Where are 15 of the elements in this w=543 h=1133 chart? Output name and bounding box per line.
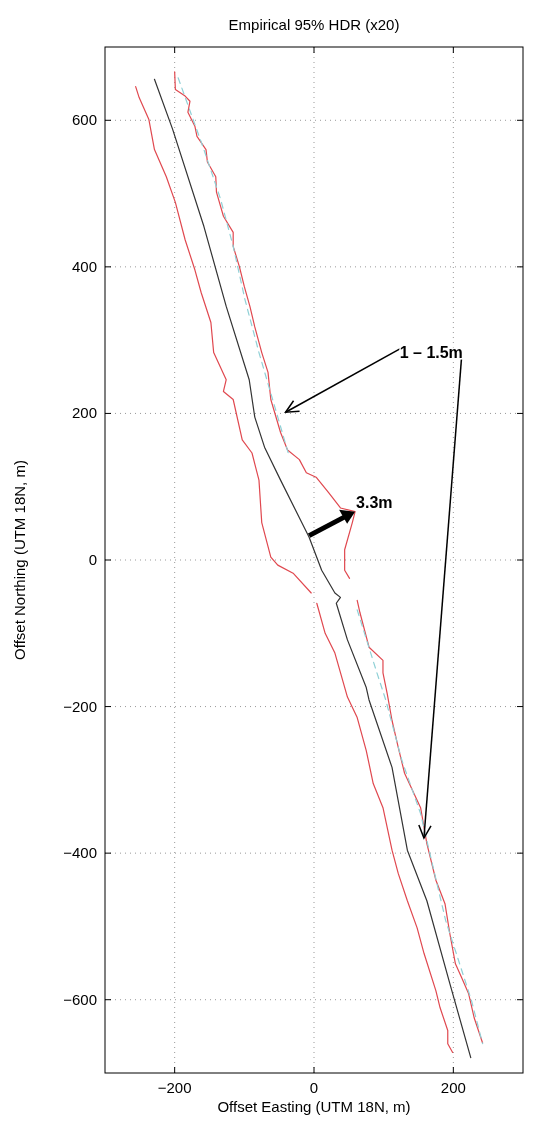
x-tick-label: 0	[309, 1079, 319, 1096]
x-tick-label: 200	[440, 1079, 466, 1096]
y-tick-label: 200	[71, 404, 97, 422]
y-tick-label: 0	[88, 551, 97, 568]
chart-title: Empirical 95% HDR (x20)	[228, 16, 400, 33]
x-axis-title: Offset Easting (UTM 18N, m)	[217, 1098, 411, 1115]
annotation: 3.3m	[356, 493, 393, 511]
y-tick-label: 400	[71, 257, 97, 275]
annotation: 1 – 1.5m	[399, 343, 463, 361]
y-tick-label: −200	[63, 697, 97, 715]
y-tick-label: 600	[71, 111, 97, 129]
x-tick-label: −200	[157, 1079, 192, 1096]
y-tick-label: −400	[63, 844, 97, 862]
y-tick-label: −600	[63, 990, 97, 1008]
y-axis-title: Offset Northing (UTM 18N, m)	[11, 460, 28, 660]
